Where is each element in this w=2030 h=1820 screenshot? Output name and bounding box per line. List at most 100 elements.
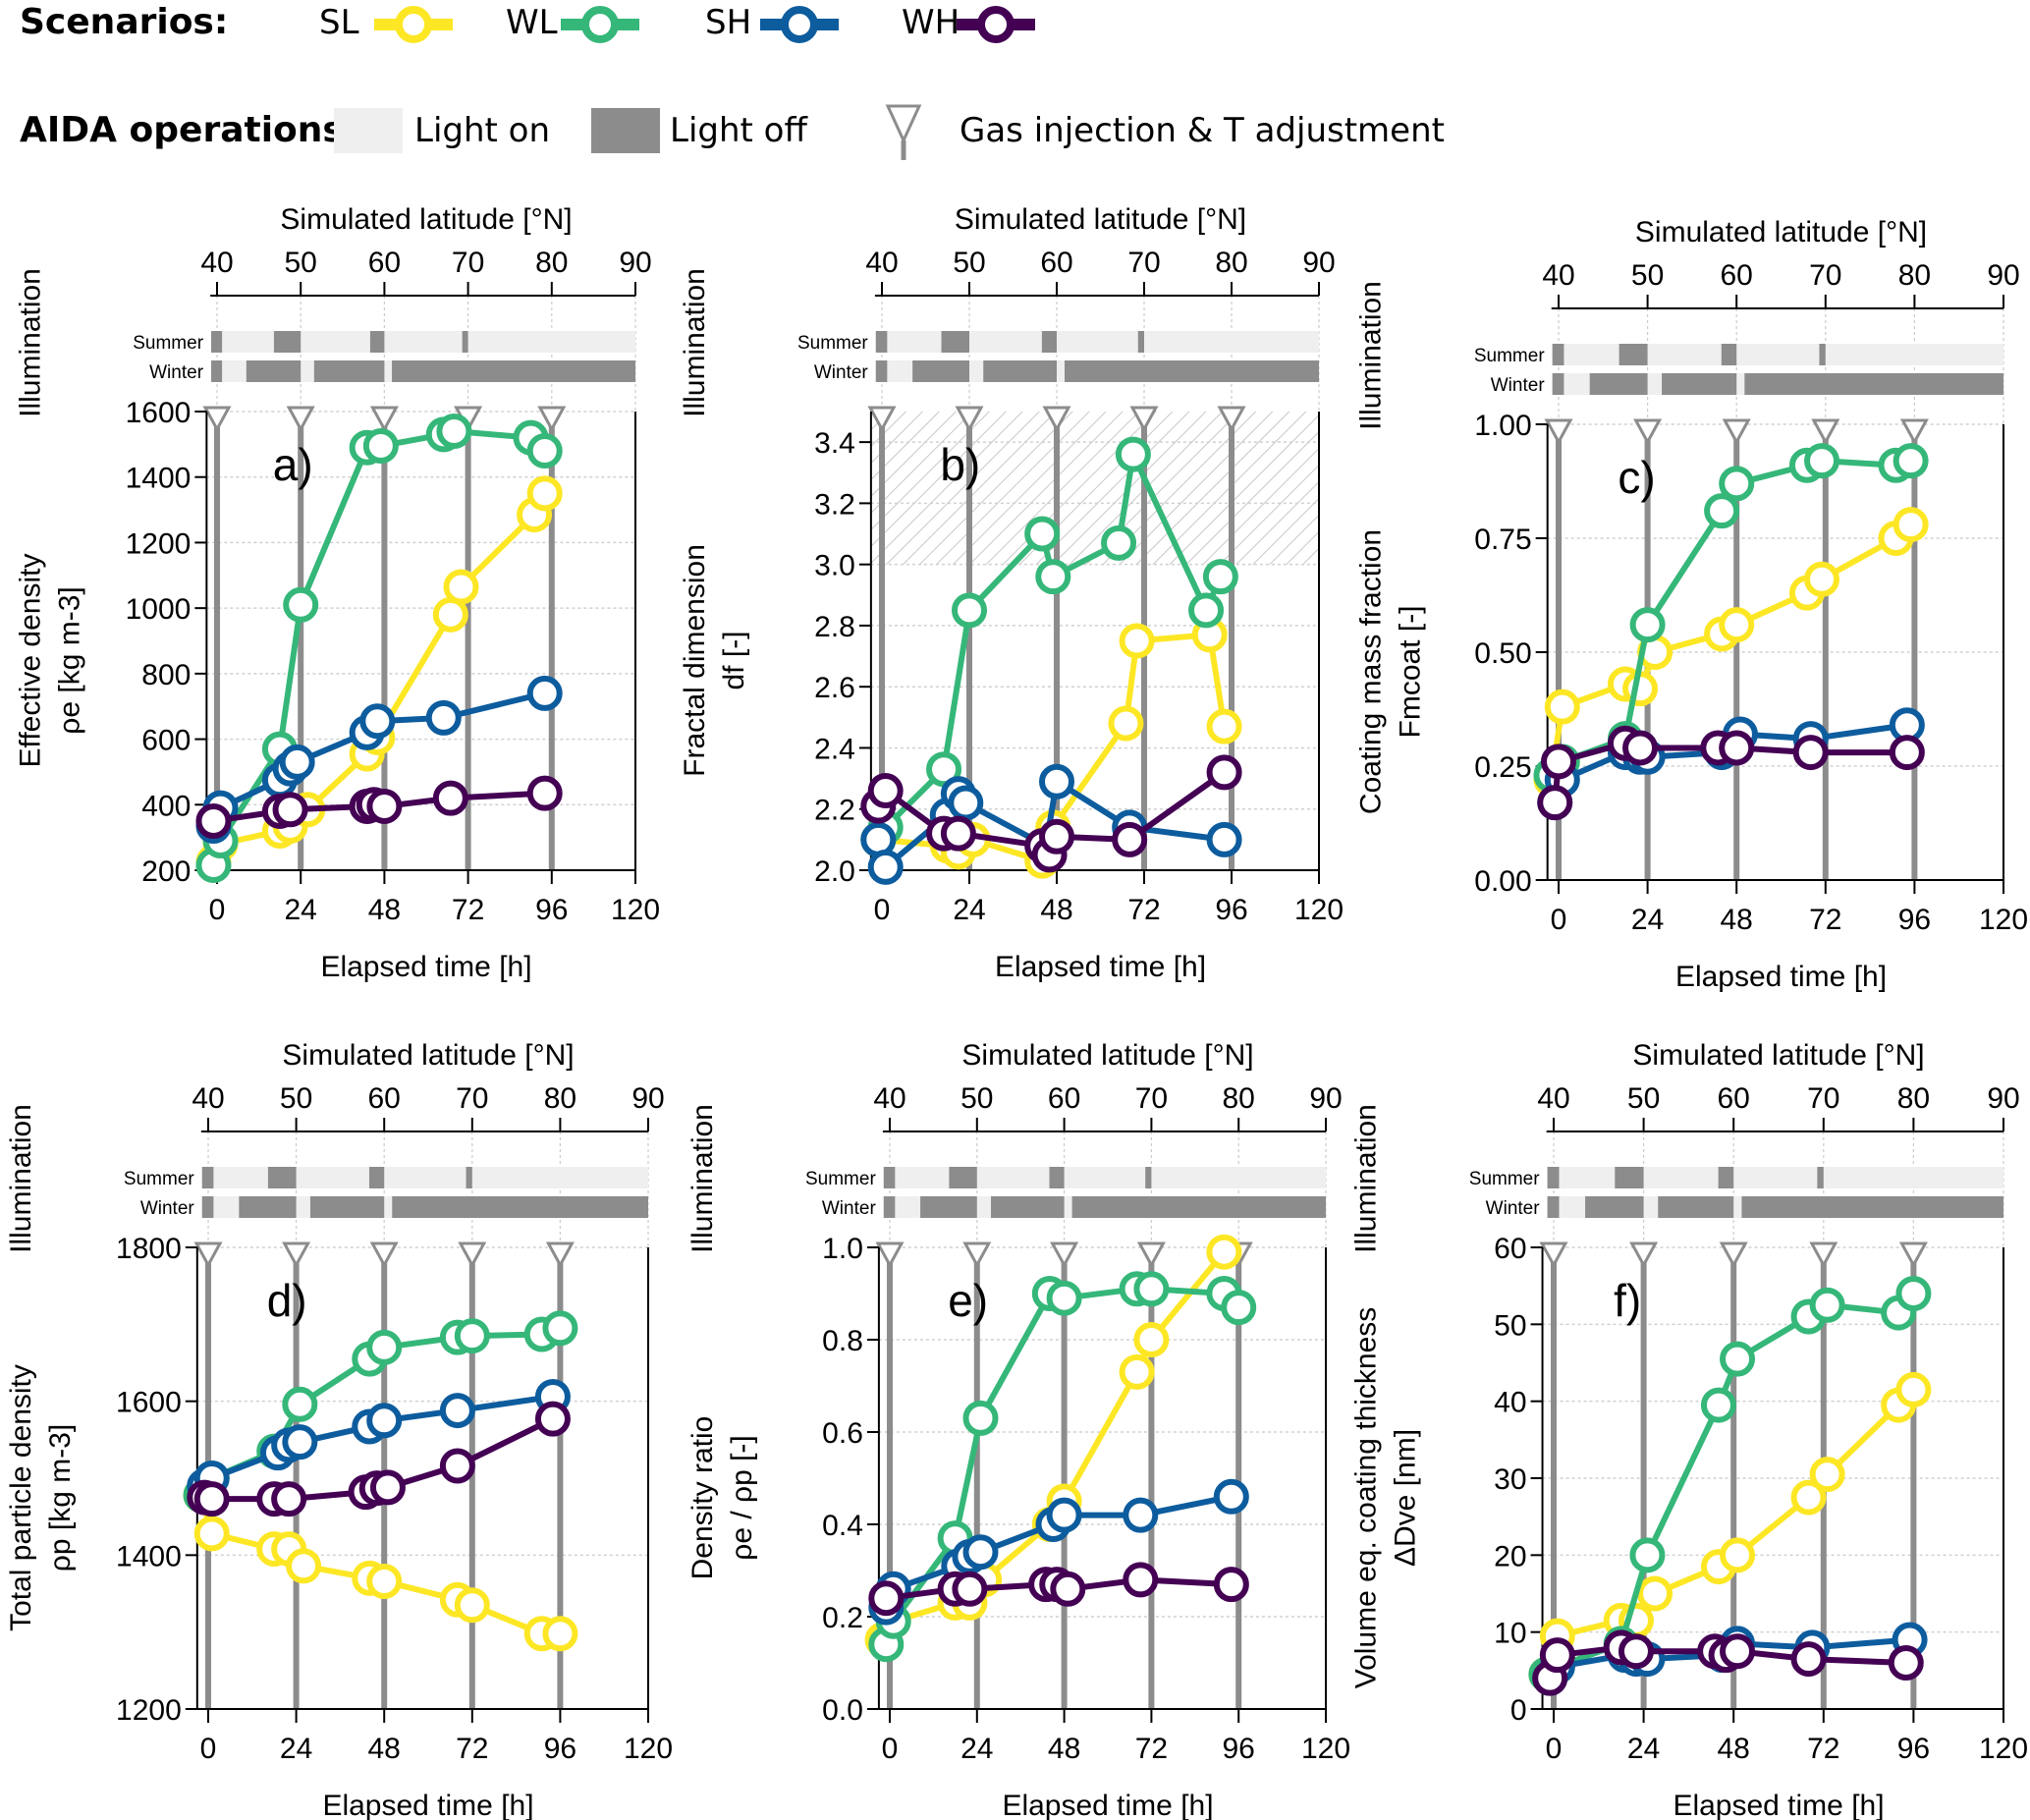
winter-light-off-segment xyxy=(1662,373,1737,395)
winter-label: Winter xyxy=(1486,1198,1541,1219)
data-point-sh xyxy=(1704,1637,1740,1674)
winter-light-off-segment xyxy=(246,360,302,382)
data-point-wh xyxy=(348,1474,384,1511)
data-point-sh xyxy=(272,750,308,787)
x-tick-label: 120 xyxy=(1301,1733,1350,1765)
light-on-swatch xyxy=(334,108,403,153)
x-tick-label: 120 xyxy=(1979,904,2028,936)
data-point-wl xyxy=(1188,592,1225,629)
data-point-sh xyxy=(1892,1622,1928,1658)
data-point-sh xyxy=(948,785,984,821)
summer-light-off-segment xyxy=(201,1167,214,1188)
summer-light-off-segment xyxy=(1619,344,1648,365)
y-tick-label: 1600 xyxy=(126,397,192,429)
gas-injection-triangle-icon xyxy=(286,406,315,433)
y-tick-label: 2.4 xyxy=(814,733,855,765)
data-point-sl xyxy=(183,1477,219,1514)
series-line-wh xyxy=(203,1415,555,1503)
data-point-wl xyxy=(523,1316,560,1352)
y-tick-label: 2.0 xyxy=(814,855,855,888)
data-point-sl xyxy=(271,1531,307,1568)
data-point-wh xyxy=(366,788,403,824)
top-tick-label: 70 xyxy=(1135,1082,1168,1115)
gas-injection-triangle-icon xyxy=(867,406,897,433)
data-point-sl xyxy=(864,1622,901,1658)
data-point-wh xyxy=(1790,1641,1827,1678)
data-point-sl xyxy=(202,826,239,862)
top-tick-label: 90 xyxy=(1309,1082,1342,1115)
series-line-sl xyxy=(1543,1387,1916,1676)
illumination-label: Illumination xyxy=(1355,281,1388,430)
light-off-label: Light off xyxy=(670,111,807,150)
winter-light-off-segment xyxy=(392,360,635,382)
gas-injection-triangle-icon xyxy=(885,104,922,160)
x-tick-label: 96 xyxy=(544,1733,576,1765)
gas-injection-triangle-icon xyxy=(1224,1241,1253,1269)
top-tick-label: 60 xyxy=(1048,1082,1080,1115)
series-line-wl xyxy=(1544,1292,1916,1678)
data-point-wh xyxy=(432,780,468,816)
y-tick-label: 400 xyxy=(141,790,191,822)
series-line-sh xyxy=(883,1493,1233,1609)
data-point-wh xyxy=(867,773,904,809)
winter-light-off-segment xyxy=(920,1196,977,1218)
summer-light-off-segment xyxy=(1817,1167,1824,1188)
data-point-sh xyxy=(1532,1660,1568,1696)
data-point-wl xyxy=(1115,436,1151,472)
data-point-wh xyxy=(1532,1660,1568,1696)
summer-light-on-bar xyxy=(1552,344,2003,365)
x-axis-label: Elapsed time [h] xyxy=(1673,1790,1884,1820)
data-point-wl xyxy=(513,419,549,456)
data-point-wh xyxy=(937,1571,973,1607)
y-tick-label: 1600 xyxy=(116,1387,182,1419)
summer-label: Summer xyxy=(1469,1169,1540,1189)
panel-label: a) xyxy=(273,439,313,490)
data-point-wh xyxy=(1028,1567,1065,1603)
legend-marker-sl-icon xyxy=(374,6,453,43)
y-axis-label: Effective density xyxy=(14,554,46,768)
series-line-sl xyxy=(210,492,548,863)
data-point-wh xyxy=(1792,735,1829,771)
data-point-wh xyxy=(868,1580,905,1617)
summer-light-off-segment xyxy=(466,1167,472,1188)
panel-c: Summer Winter 40 50 60 70 80 90 Simulated latitu… xyxy=(1355,216,2028,993)
data-point-wh xyxy=(1720,1633,1756,1670)
data-point-wh xyxy=(256,1481,293,1517)
summer-label: Summer xyxy=(805,1169,876,1189)
data-point-sh xyxy=(1539,1648,1575,1684)
x-axis-label: Elapsed time [h] xyxy=(322,1790,533,1820)
winter-light-off-segment xyxy=(1585,1196,1644,1218)
x-tick-label: 48 xyxy=(1048,1733,1080,1765)
y-tick-label: 2.8 xyxy=(814,611,855,643)
winter-light-off-segment xyxy=(201,1196,214,1218)
data-point-wl xyxy=(926,751,962,788)
summer-light-off-segment xyxy=(1552,344,1564,365)
data-point-wh xyxy=(1541,744,1576,780)
y-tick-label: 0.4 xyxy=(822,1510,863,1542)
data-point-wl xyxy=(1607,721,1643,757)
data-point-sl xyxy=(1809,1457,1845,1493)
y-axis-unit-label: Fmcoat [-] xyxy=(1395,605,1427,738)
y-tick-label: 1400 xyxy=(126,463,192,495)
x-tick-label: 72 xyxy=(1135,1733,1168,1765)
data-point-sl xyxy=(1893,507,1929,543)
y-tick-label: 0.8 xyxy=(822,1325,863,1357)
y-axis-label: Volume eq. coating thickness xyxy=(1350,1307,1383,1689)
top-tick-label: 70 xyxy=(1127,247,1160,279)
winter-light-off-segment xyxy=(211,360,223,382)
data-point-wl xyxy=(436,414,472,450)
gas-injection-triangle-icon xyxy=(1722,418,1751,446)
top-axis-label: Simulated latitude [°N] xyxy=(955,203,1246,236)
data-point-sl xyxy=(1035,809,1071,846)
data-point-sh xyxy=(425,699,462,736)
data-point-sh xyxy=(1704,735,1740,771)
data-point-sh xyxy=(1792,721,1829,757)
summer-light-off-segment xyxy=(1819,344,1826,365)
data-point-wl xyxy=(1202,559,1238,595)
top-tick-label: 40 xyxy=(200,247,233,279)
data-point-sl xyxy=(1881,1387,1917,1423)
series-line-wl xyxy=(210,428,547,866)
top-tick-label: 50 xyxy=(953,247,985,279)
series-line-sh xyxy=(875,778,1225,870)
y-axis-unit-label: ΔDve [nm] xyxy=(1390,1429,1422,1567)
